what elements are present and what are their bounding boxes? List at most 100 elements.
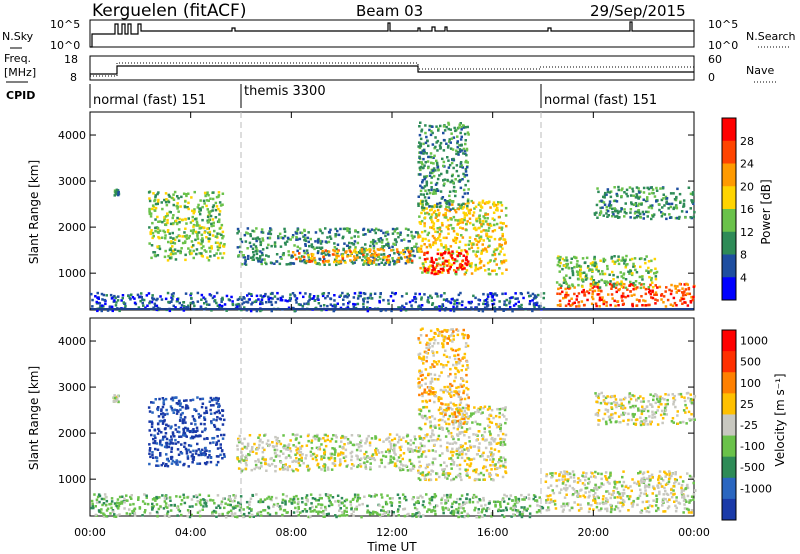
velocity-cell	[286, 468, 290, 472]
velocity-cell	[194, 452, 198, 455]
power-cell	[661, 206, 664, 209]
velocity-cell	[323, 466, 326, 469]
power-cell	[569, 304, 572, 307]
velocity-cell	[452, 402, 455, 406]
power-cell	[517, 305, 521, 308]
power-cell	[439, 267, 443, 271]
power-cell	[456, 254, 459, 258]
power-cell	[680, 210, 684, 213]
velocity-cell	[421, 378, 424, 382]
velocity-cell	[492, 458, 495, 461]
power-cell	[474, 296, 477, 300]
power-cell	[302, 235, 305, 238]
power-cell	[341, 252, 345, 256]
power-cell	[586, 290, 589, 293]
velocity-cell	[185, 404, 188, 407]
velocity-cell	[496, 474, 499, 477]
velocity-cell	[422, 362, 425, 365]
velocity-cell	[561, 478, 564, 481]
velocity-cell	[670, 491, 673, 495]
power-cell	[282, 237, 285, 240]
power-cell	[561, 267, 564, 271]
power-cell	[424, 161, 427, 164]
power-cell	[419, 193, 423, 196]
velocity-cell	[365, 440, 368, 443]
power-cell	[205, 250, 208, 253]
power-cell	[629, 211, 632, 214]
velocity-cell	[387, 462, 391, 465]
velocity-cell	[419, 472, 423, 475]
power-cell	[620, 282, 624, 285]
power-cell	[190, 196, 193, 199]
power-cell	[640, 283, 643, 286]
power-cell	[329, 297, 332, 300]
power-cell	[296, 249, 299, 253]
velocity-cell	[157, 406, 160, 409]
velocity-cell	[161, 405, 165, 409]
power-cell	[649, 204, 652, 208]
power-cell	[658, 208, 661, 212]
power-cell	[106, 309, 110, 312]
velocity-cell	[246, 442, 250, 446]
velocity-cell	[421, 373, 424, 377]
power-cell	[211, 205, 215, 209]
power-cell	[505, 224, 508, 228]
power-cell	[310, 257, 313, 260]
power-cell	[276, 291, 279, 295]
velocity-cell	[672, 489, 675, 492]
power-cell	[450, 132, 453, 135]
velocity-cell	[451, 447, 454, 451]
power-cell	[482, 220, 485, 223]
power-cell	[647, 286, 651, 289]
velocity-cell	[462, 391, 465, 395]
power-cell	[211, 197, 215, 201]
power-cell	[436, 163, 439, 167]
velocity-cell	[386, 437, 389, 441]
power-cell	[193, 304, 196, 308]
power-cell	[533, 306, 536, 309]
velocity-cell	[171, 459, 175, 463]
power-cell	[467, 188, 470, 191]
nave-trace	[90, 62, 694, 77]
velocity-cell	[477, 473, 481, 476]
power-cell	[661, 187, 665, 190]
power-cell	[436, 227, 439, 230]
velocity-cell	[503, 415, 506, 418]
velocity-cell	[160, 412, 163, 416]
velocity-cell	[210, 421, 213, 425]
power-cell	[459, 206, 462, 210]
velocity-cell	[558, 473, 561, 476]
velocity-cell	[622, 480, 626, 484]
power-cell	[269, 227, 272, 230]
velocity-cell	[452, 426, 456, 430]
power-cell	[213, 295, 216, 298]
velocity-cell	[398, 446, 402, 449]
power-cell	[351, 262, 355, 265]
power-cell	[200, 242, 203, 245]
velocity-cell	[165, 444, 168, 447]
power-cell	[430, 271, 433, 275]
power-cell	[420, 304, 424, 307]
power-cell	[238, 304, 242, 307]
velocity-cell	[486, 408, 490, 411]
power-cell	[133, 301, 137, 305]
velocity-cell	[248, 434, 252, 437]
velocity-cell	[431, 337, 434, 341]
power-cell	[592, 283, 595, 286]
power-cell	[565, 291, 568, 294]
power-cell	[448, 140, 451, 143]
velocity-cell	[449, 339, 452, 342]
velocity-cell	[203, 411, 206, 415]
velocity-cell	[453, 441, 457, 444]
power-cell	[413, 296, 416, 299]
power-cell	[593, 285, 596, 288]
power-cell	[442, 252, 445, 255]
power-cell	[665, 200, 668, 203]
power-cell	[339, 260, 343, 264]
velocity-cell	[409, 439, 413, 442]
velocity-cell	[410, 462, 413, 465]
power-cell	[428, 243, 431, 246]
power-cell	[207, 220, 210, 224]
velocity-cell	[447, 472, 450, 475]
velocity-cell	[296, 433, 299, 437]
